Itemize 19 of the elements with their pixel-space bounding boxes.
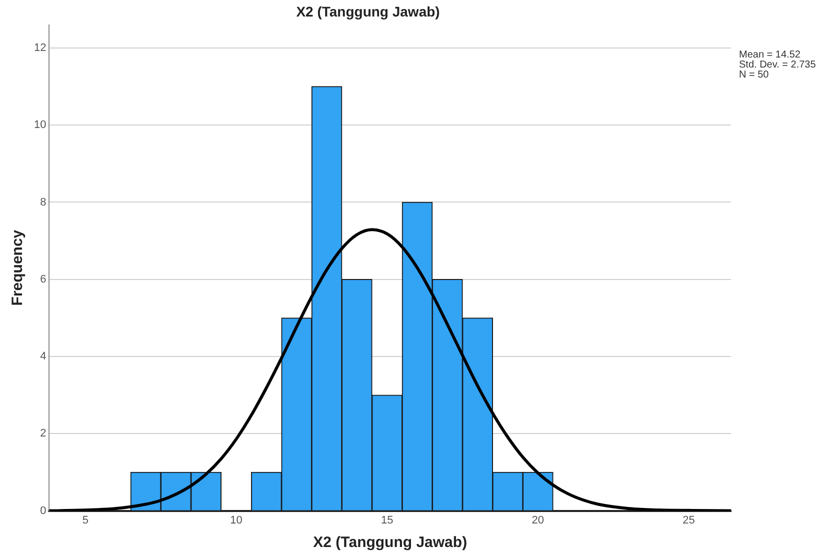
y-tick-label: 0: [40, 504, 46, 517]
x-tick-label: 25: [682, 514, 695, 526]
text: Std. Dev. = 2.735: [739, 60, 816, 71]
y-tick-label: 6: [40, 273, 46, 286]
x-tick-label: 15: [380, 514, 394, 526]
x-tick-label: 5: [82, 514, 88, 526]
text: N = 50: [739, 70, 770, 81]
y-tick-label: 10: [34, 119, 46, 132]
line-series: [49, 228, 731, 511]
text: Mean = 14.52: [739, 50, 801, 61]
y-tick-label: 12: [34, 42, 46, 54]
chart-title: X2 (Tanggung Jawab): [296, 3, 440, 20]
x-tick-label: 10: [230, 514, 242, 526]
x-tick-label: 20: [532, 514, 544, 526]
y-tick-label: 2: [40, 428, 46, 440]
y-axis-title: Frequency: [9, 229, 26, 306]
y-tick-label: 8: [40, 196, 46, 208]
x-axis-title: X2 (Tanggung Jawab): [313, 534, 468, 552]
y-tick-label: 4: [40, 350, 46, 363]
